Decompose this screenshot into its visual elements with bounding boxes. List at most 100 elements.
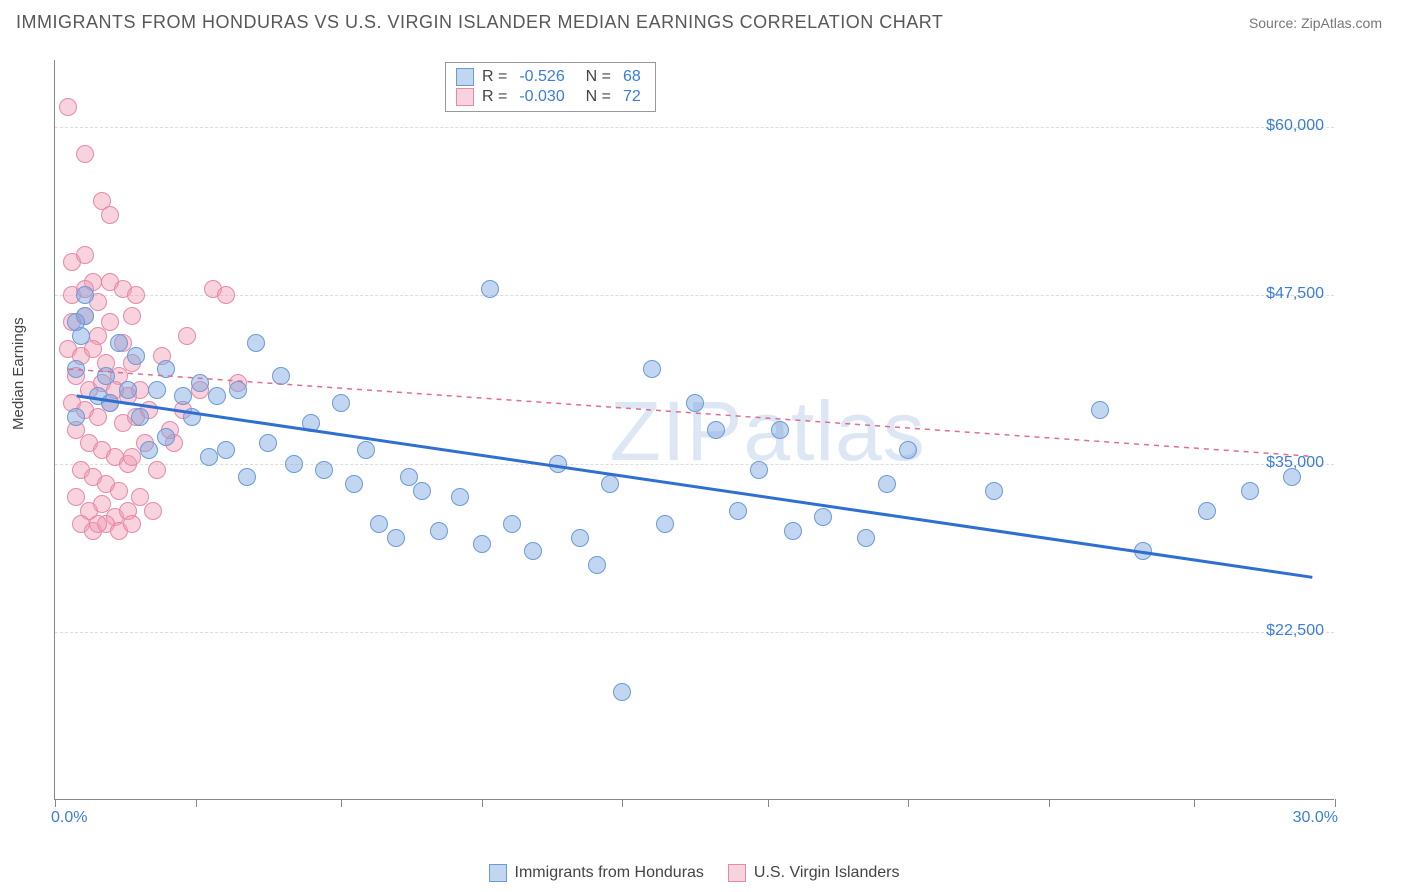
scatter-point bbox=[140, 441, 158, 459]
scatter-point bbox=[67, 408, 85, 426]
swatch-series1 bbox=[456, 68, 474, 86]
x-tick-last: 30.0% bbox=[1293, 809, 1338, 827]
scatter-point bbox=[656, 515, 674, 533]
scatter-point bbox=[857, 529, 875, 547]
scatter-point bbox=[178, 327, 196, 345]
scatter-point bbox=[451, 488, 469, 506]
scatter-point bbox=[89, 408, 107, 426]
scatter-point bbox=[67, 360, 85, 378]
scatter-point bbox=[119, 381, 137, 399]
y-tick-label: $47,500 bbox=[1266, 285, 1324, 303]
scatter-point bbox=[174, 387, 192, 405]
gridline bbox=[55, 295, 1334, 296]
scatter-point bbox=[76, 286, 94, 304]
stat-label-r: R = bbox=[482, 68, 507, 86]
scatter-point bbox=[332, 394, 350, 412]
x-tick bbox=[341, 799, 342, 807]
scatter-point bbox=[571, 529, 589, 547]
scatter-point bbox=[1091, 401, 1109, 419]
scatter-point bbox=[302, 414, 320, 432]
scatter-point bbox=[387, 529, 405, 547]
scatter-point bbox=[1134, 542, 1152, 560]
x-tick bbox=[768, 799, 769, 807]
scatter-point bbox=[285, 455, 303, 473]
stat-label-r: R = bbox=[482, 88, 507, 106]
scatter-point bbox=[238, 468, 256, 486]
scatter-point bbox=[686, 394, 704, 412]
scatter-point bbox=[127, 286, 145, 304]
scatter-point bbox=[413, 482, 431, 500]
scatter-point bbox=[148, 381, 166, 399]
stat-n-series2: 72 bbox=[623, 88, 641, 106]
scatter-point bbox=[101, 394, 119, 412]
swatch-series2 bbox=[456, 88, 474, 106]
stat-r-series1: -0.526 bbox=[519, 68, 564, 86]
stat-row-series1: R = -0.526 N = 68 bbox=[456, 67, 645, 87]
scatter-point bbox=[259, 434, 277, 452]
y-axis-label: Median Earnings bbox=[10, 317, 27, 430]
scatter-point bbox=[101, 313, 119, 331]
scatter-point bbox=[229, 381, 247, 399]
scatter-point bbox=[110, 482, 128, 500]
swatch-series2 bbox=[728, 864, 746, 882]
scatter-point bbox=[481, 280, 499, 298]
stat-r-series2: -0.030 bbox=[519, 88, 564, 106]
y-tick-label: $22,500 bbox=[1266, 622, 1324, 640]
scatter-point bbox=[899, 441, 917, 459]
scatter-point bbox=[345, 475, 363, 493]
legend-item-series1: Immigrants from Honduras bbox=[489, 864, 704, 882]
scatter-point bbox=[613, 683, 631, 701]
scatter-point bbox=[750, 461, 768, 479]
legend-label-series2: U.S. Virgin Islanders bbox=[754, 864, 900, 882]
chart-header: IMMIGRANTS FROM HONDURAS VS U.S. VIRGIN … bbox=[0, 0, 1406, 41]
scatter-point bbox=[707, 421, 725, 439]
scatter-point bbox=[59, 98, 77, 116]
scatter-point bbox=[357, 441, 375, 459]
scatter-point bbox=[157, 428, 175, 446]
scatter-point bbox=[76, 145, 94, 163]
x-tick bbox=[622, 799, 623, 807]
trend-line bbox=[68, 369, 1312, 456]
scatter-point bbox=[985, 482, 1003, 500]
scatter-point bbox=[247, 334, 265, 352]
scatter-point bbox=[131, 408, 149, 426]
y-tick-label: $60,000 bbox=[1266, 117, 1324, 135]
scatter-point bbox=[430, 522, 448, 540]
scatter-point bbox=[473, 535, 491, 553]
scatter-point bbox=[315, 461, 333, 479]
scatter-point bbox=[643, 360, 661, 378]
trend-line bbox=[77, 396, 1313, 577]
scatter-point bbox=[183, 408, 201, 426]
scatter-point bbox=[784, 522, 802, 540]
x-tick bbox=[482, 799, 483, 807]
scatter-point bbox=[76, 246, 94, 264]
scatter-point bbox=[127, 347, 145, 365]
scatter-chart: R = -0.526 N = 68 R = -0.030 N = 72 ZIPa… bbox=[54, 60, 1334, 800]
scatter-point bbox=[1241, 482, 1259, 500]
x-tick bbox=[1194, 799, 1195, 807]
gridline bbox=[55, 632, 1334, 633]
x-tick bbox=[196, 799, 197, 807]
scatter-point bbox=[588, 556, 606, 574]
legend: Immigrants from Honduras U.S. Virgin Isl… bbox=[54, 864, 1334, 882]
trend-lines bbox=[55, 60, 1334, 799]
x-tick bbox=[55, 799, 56, 807]
scatter-point bbox=[524, 542, 542, 560]
scatter-point bbox=[771, 421, 789, 439]
scatter-point bbox=[503, 515, 521, 533]
scatter-point bbox=[89, 515, 107, 533]
scatter-point bbox=[814, 508, 832, 526]
scatter-point bbox=[549, 455, 567, 473]
scatter-point bbox=[191, 374, 209, 392]
scatter-point bbox=[1198, 502, 1216, 520]
scatter-point bbox=[67, 313, 85, 331]
scatter-point bbox=[144, 502, 162, 520]
stat-label-n: N = bbox=[577, 88, 611, 106]
x-tick bbox=[1049, 799, 1050, 807]
gridline bbox=[55, 127, 1334, 128]
stat-label-n: N = bbox=[577, 68, 611, 86]
scatter-point bbox=[729, 502, 747, 520]
scatter-point bbox=[97, 367, 115, 385]
scatter-point bbox=[123, 307, 141, 325]
chart-source: Source: ZipAtlas.com bbox=[1249, 15, 1382, 31]
